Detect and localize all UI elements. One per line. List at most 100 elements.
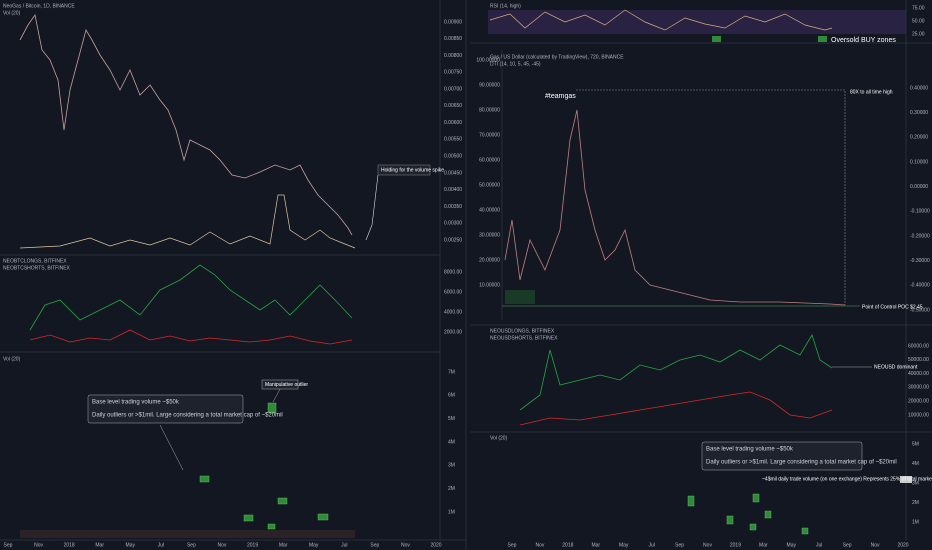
volume-base — [20, 530, 355, 538]
time-label: 2020 — [430, 542, 441, 548]
volume-outliers — [687, 493, 809, 535]
time-label: Sep — [675, 542, 684, 548]
note-box — [701, 441, 863, 471]
axis-label: 50.00 — [912, 18, 925, 24]
time-label: Sep — [187, 542, 196, 548]
axis-label: 0.00350 — [444, 204, 462, 210]
axis-label: -0.40000 — [910, 283, 930, 289]
time-label: 2018 — [562, 542, 573, 548]
note-pointer — [272, 388, 281, 403]
axis-label: 3M — [912, 480, 919, 486]
series-title: NEOUSDSHORTS, BITFINEX — [490, 335, 558, 341]
series-title: NEOBTCLONGS, BITFINEX — [3, 258, 67, 264]
time-label: Nov — [401, 542, 410, 548]
axis-label: 0.00600 — [444, 120, 462, 126]
axis-label: 0.00850 — [444, 36, 462, 42]
annotation: Oversold BUY zones — [831, 37, 896, 44]
pane-title: Vol (20) — [490, 435, 508, 441]
note-box — [87, 394, 244, 424]
axis-label: 4M — [448, 439, 455, 445]
volume-ma-line — [19, 194, 356, 249]
axis-label: 0.20000 — [910, 135, 928, 141]
time-label: May — [126, 542, 136, 548]
time-label: Sep — [370, 542, 379, 548]
axis-label: 10000.00 — [908, 412, 929, 418]
shorts-line — [519, 391, 833, 426]
axis-label: 70.00000 — [479, 132, 500, 138]
longs-line — [519, 334, 833, 411]
axis-label: -0.30000 — [910, 258, 930, 264]
time-label: Nov — [218, 542, 227, 548]
axis-label: 6000.00 — [444, 289, 462, 295]
hashtag: #teamgas — [545, 93, 576, 100]
axis-label: 2M — [448, 486, 455, 492]
axis-label: 20000.00 — [908, 399, 929, 405]
time-label: Mar — [591, 542, 600, 548]
rsi-band — [488, 10, 906, 34]
note: Base level trading volume ~$50k — [706, 447, 794, 453]
time-label: Jul — [816, 542, 822, 548]
axis-label: 8000.00 — [444, 269, 462, 275]
time-label: 2019 — [247, 542, 258, 548]
axis-label: 0.00300 — [444, 221, 462, 227]
axis-label: 50.00000 — [479, 182, 500, 188]
axis-label: 2M — [912, 500, 919, 506]
axis-label: 0.00500 — [444, 153, 462, 159]
time-label: Jul — [341, 542, 347, 548]
rsi-line — [489, 9, 833, 31]
annotation: NEOUSD dominant — [874, 364, 918, 370]
time-label: Jul — [648, 542, 654, 548]
ath-line — [576, 89, 846, 305]
shorts-line — [29, 329, 353, 345]
axis-label: 0.00650 — [444, 103, 462, 109]
axis-label: 4000.00 — [444, 309, 462, 315]
axis-label: 6M — [448, 393, 455, 399]
price-line — [19, 14, 353, 236]
axis-label: 25.00 — [912, 31, 925, 37]
axis-label: 60000.00 — [908, 343, 929, 349]
axis-label: 7M — [448, 369, 455, 375]
axis-label: 60.00000 — [479, 157, 500, 163]
indicator-title: Vol (20) — [3, 10, 21, 16]
axis-label: 20.00000 — [479, 257, 500, 263]
volume-outliers — [199, 402, 329, 530]
axis-label: 50000.00 — [908, 357, 929, 363]
axis-label: 0.00700 — [444, 86, 462, 92]
time-label: 2019 — [730, 542, 741, 548]
pane-title: Gas / US Dollar (calculated by TradingVi… — [490, 54, 624, 60]
axis-label: 0.00900 — [444, 19, 462, 25]
time-label: Nov — [535, 542, 544, 548]
axis-label: 10.00000 — [479, 282, 500, 288]
axis-label: 0.40000 — [910, 85, 928, 91]
note: Daily outliers or >$1mil. Large consider… — [706, 460, 897, 466]
axis-label: -0.10000 — [910, 209, 930, 215]
pane-title: RSI (14, high) — [490, 3, 521, 9]
time-label: May — [309, 542, 319, 548]
axis-label: 40.00000 — [479, 207, 500, 213]
time-label: Nov — [871, 542, 880, 548]
time-label: Sep — [843, 542, 852, 548]
series-title: NEOBTCSHORTS, BITFINEX — [3, 265, 71, 271]
axis-label: 1M — [448, 509, 455, 515]
time-label: 2020 — [897, 542, 908, 548]
axis-label: 0.10000 — [910, 159, 928, 165]
series-title: NEOUSDLONGS, BITFINEX — [490, 328, 555, 334]
axis-label: 90.00000 — [479, 82, 500, 88]
time-label: Mar — [279, 542, 288, 548]
note: Base level trading volume ~$50k — [92, 400, 180, 406]
longs-line — [29, 264, 353, 331]
axis-label: -0.20000 — [910, 233, 930, 239]
axis-label: 0.00000 — [910, 184, 928, 190]
time-label: May — [787, 542, 797, 548]
axis-label: 2000.00 — [444, 329, 462, 335]
axis-label: 100.00000 — [476, 57, 500, 63]
price-tag — [900, 476, 912, 483]
annotation: Holding for the volume spike — [381, 167, 444, 173]
axis-label: 75.00 — [912, 5, 925, 11]
price-line — [504, 109, 846, 306]
time-label: Mar — [95, 542, 104, 548]
annotation-arrow — [365, 174, 379, 241]
axis-label: 30.00000 — [479, 232, 500, 238]
axis-label: 5M — [448, 416, 455, 422]
